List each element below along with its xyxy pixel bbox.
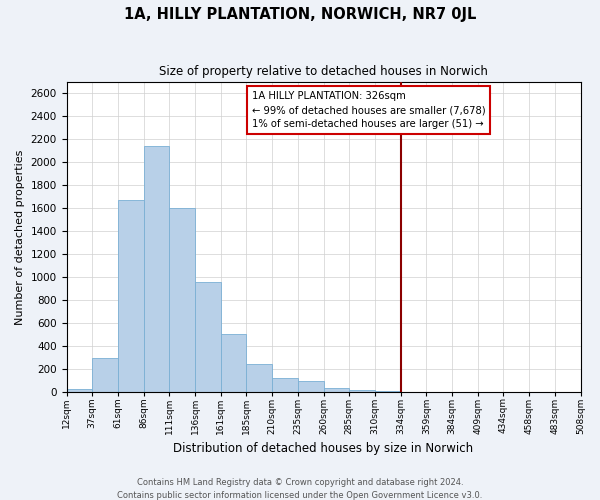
Bar xyxy=(195,282,221,392)
Title: Size of property relative to detached houses in Norwich: Size of property relative to detached ho… xyxy=(159,65,488,78)
Bar xyxy=(272,378,298,392)
Bar xyxy=(169,208,195,392)
Y-axis label: Number of detached properties: Number of detached properties xyxy=(15,149,25,324)
X-axis label: Distribution of detached houses by size in Norwich: Distribution of detached houses by size … xyxy=(173,442,473,455)
Bar xyxy=(375,391,401,392)
Bar xyxy=(143,146,169,392)
Bar xyxy=(349,390,375,392)
Bar xyxy=(118,200,143,392)
Text: 1A, HILLY PLANTATION, NORWICH, NR7 0JL: 1A, HILLY PLANTATION, NORWICH, NR7 0JL xyxy=(124,8,476,22)
Bar xyxy=(67,390,92,392)
Text: 1A HILLY PLANTATION: 326sqm
← 99% of detached houses are smaller (7,678)
1% of s: 1A HILLY PLANTATION: 326sqm ← 99% of det… xyxy=(251,91,485,129)
Bar xyxy=(247,364,272,392)
Bar xyxy=(92,358,118,392)
Text: Contains HM Land Registry data © Crown copyright and database right 2024.
Contai: Contains HM Land Registry data © Crown c… xyxy=(118,478,482,500)
Bar xyxy=(221,334,247,392)
Bar xyxy=(323,388,349,392)
Bar xyxy=(298,382,323,392)
